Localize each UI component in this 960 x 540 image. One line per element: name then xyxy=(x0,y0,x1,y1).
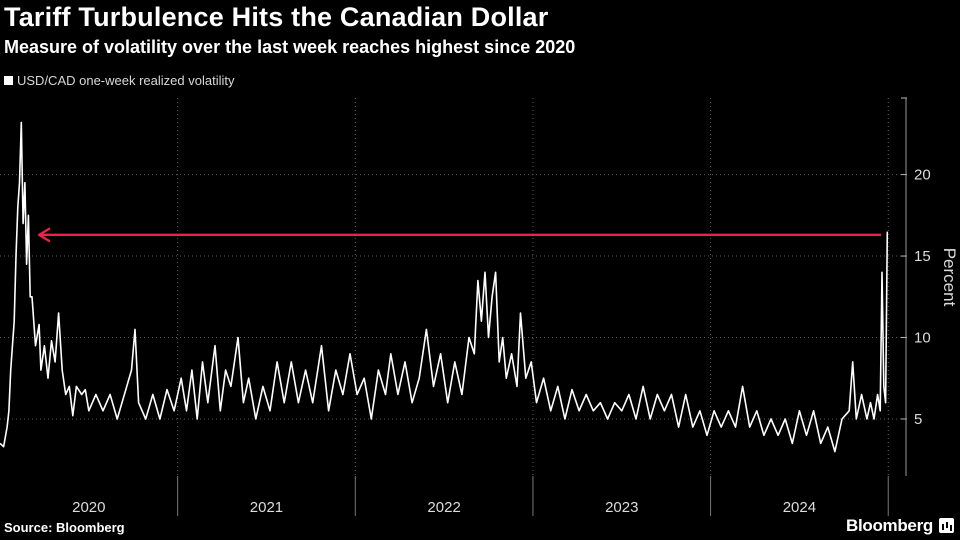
volatility-series-line xyxy=(0,121,889,453)
bar-chart-icon xyxy=(939,518,954,533)
chart-title: Tariff Turbulence Hits the Canadian Doll… xyxy=(4,2,549,32)
chart-subtitle: Measure of volatility over the last week… xyxy=(4,37,576,57)
legend: USD/CAD one-week realized volatility xyxy=(4,73,234,88)
source-note: Source: Bloomberg xyxy=(4,520,125,535)
y-tick-label-15: 15 xyxy=(914,248,931,265)
x-tick-label-2020: 2020 xyxy=(72,499,105,516)
y-tick-label-20: 20 xyxy=(914,167,931,184)
x-tick-label-2022: 2022 xyxy=(427,499,460,516)
y-tick-label-10: 10 xyxy=(914,330,931,347)
y-tick-label-5: 5 xyxy=(914,411,922,428)
x-tick-label-2024: 2024 xyxy=(783,499,816,516)
legend-label: USD/CAD one-week realized volatility xyxy=(17,73,235,88)
y-axis-title: Percent xyxy=(940,248,959,307)
annotation-arrow-head xyxy=(37,227,51,243)
bloomberg-logo: Bloomberg xyxy=(845,516,933,535)
x-tick-label-2021: 2021 xyxy=(250,499,283,516)
legend-swatch xyxy=(4,76,13,85)
x-tick-label-2023: 2023 xyxy=(605,499,638,516)
